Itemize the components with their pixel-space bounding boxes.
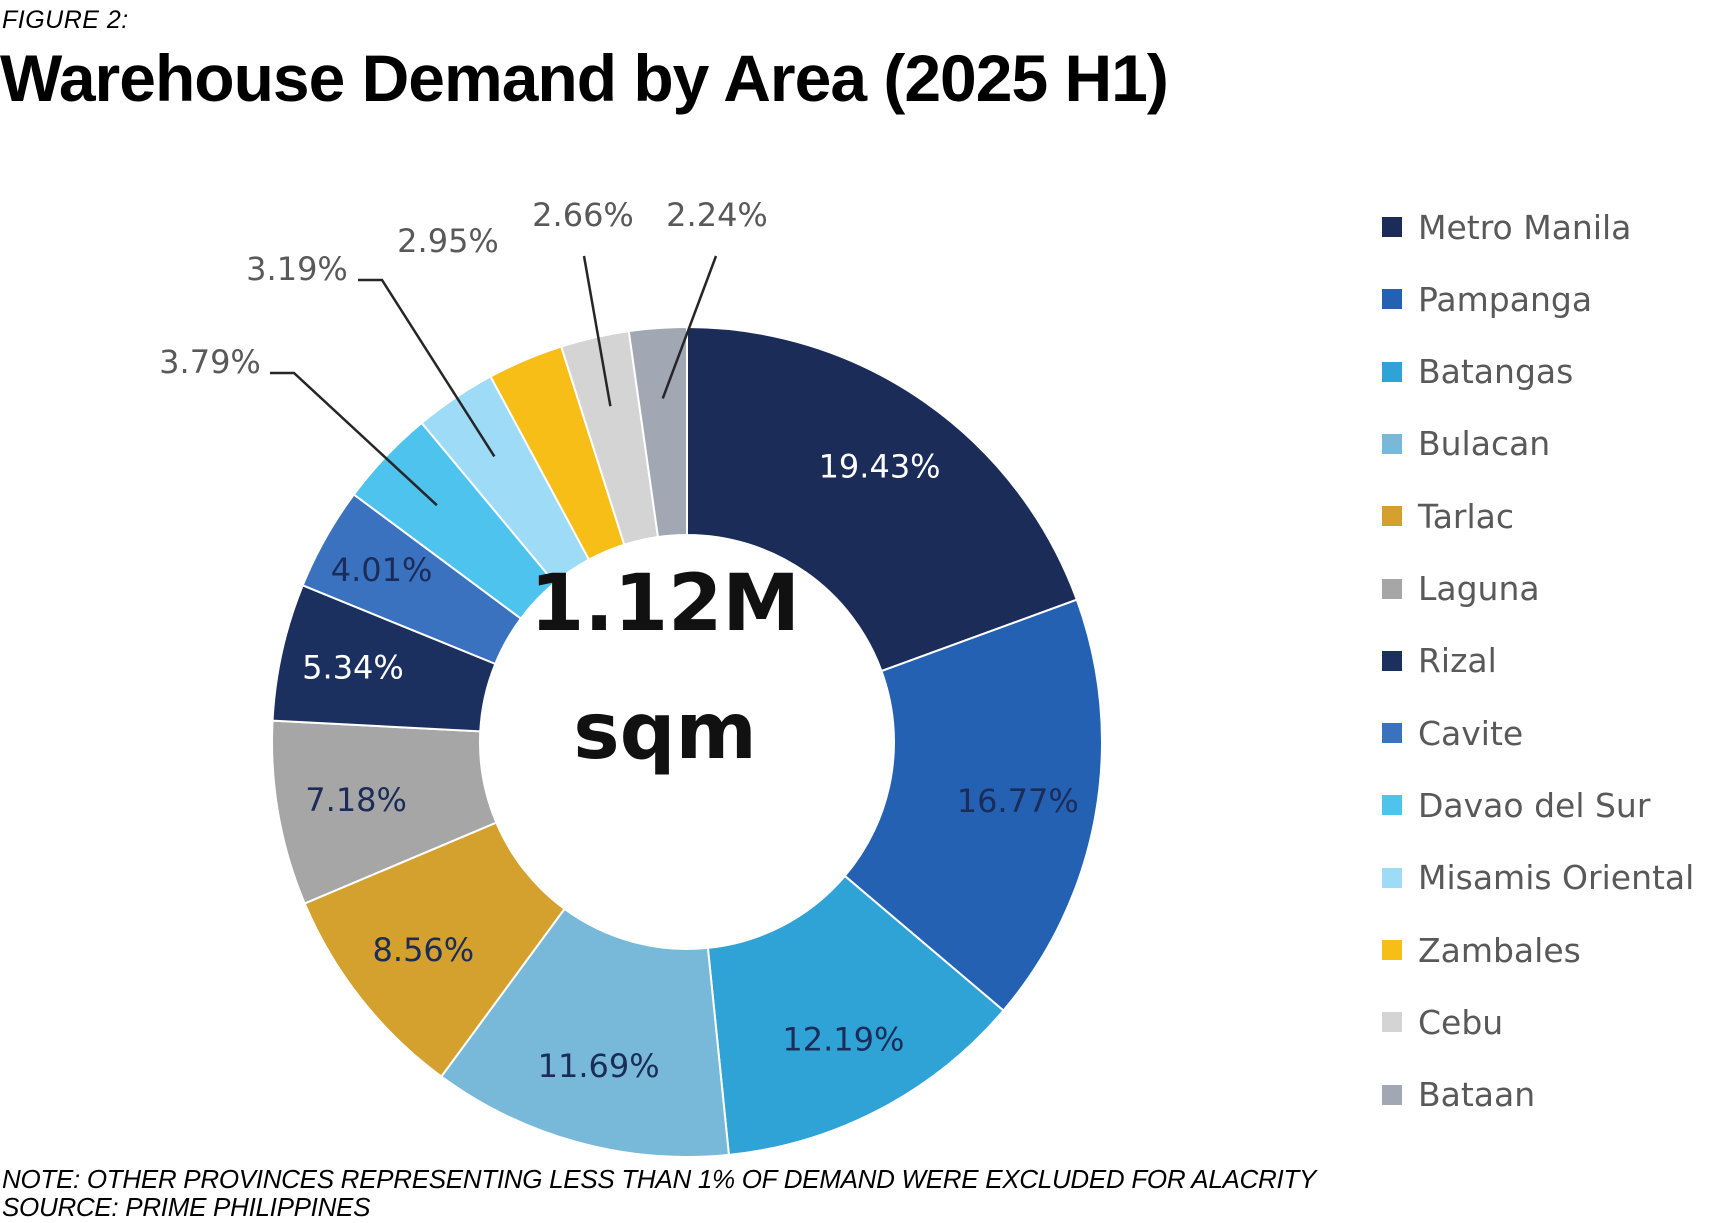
legend-swatch xyxy=(1382,795,1402,816)
slice-metro-manila xyxy=(686,325,1079,673)
legend-swatch xyxy=(1382,940,1402,960)
footnote-source: SOURCE: PRIME PHILIPPINES xyxy=(2,1192,371,1222)
slice-label-rizal: 5.34% xyxy=(302,649,404,687)
legend-label: Rizal xyxy=(1418,641,1497,681)
leader-line-cebu xyxy=(582,255,612,407)
legend-swatch xyxy=(1382,506,1402,527)
legend-label: Cebu xyxy=(1418,1002,1504,1042)
figure-label: FIGURE 2: xyxy=(2,6,129,34)
legend-swatch xyxy=(1382,361,1402,382)
slice-label-bulacan: 11.69% xyxy=(538,1047,660,1085)
legend-label: Bataan xyxy=(1418,1075,1536,1115)
legend-label: Davao del Sur xyxy=(1418,785,1651,825)
slice-label-metro-manila: 19.43% xyxy=(819,448,941,486)
slice-pampanga xyxy=(843,598,1103,1012)
slice-label-tarlac: 8.56% xyxy=(373,931,475,969)
legend-label: Laguna xyxy=(1418,569,1540,608)
legend-item-bulacan: Bulacan xyxy=(1382,424,1550,463)
legend-item-rizal: Rizal xyxy=(1382,641,1497,680)
slice-bataan xyxy=(627,325,688,539)
slices-group xyxy=(271,325,1103,1158)
legend-label: Batangas xyxy=(1418,352,1574,392)
legend-label: Zambales xyxy=(1418,930,1581,970)
legend-swatch xyxy=(1382,433,1402,454)
legend-item-metro-manila: Metro Manila xyxy=(1382,208,1631,247)
footnote-note: NOTE: OTHER PROVINCES REPRESENTING LESS … xyxy=(2,1164,1317,1194)
slice-label-misamis-oriental: 3.19% xyxy=(246,250,348,288)
legend-item-batangas: Batangas xyxy=(1382,352,1573,391)
legend-label: Bulacan xyxy=(1418,424,1551,464)
legend-swatch xyxy=(1382,723,1402,744)
leader-line-bataan xyxy=(661,255,718,399)
legend-item-laguna: Laguna xyxy=(1382,569,1540,608)
slice-label-zambales: 2.95% xyxy=(397,222,499,260)
slice-labels-group: 19.43% 16.77% 12.19% 11.69% 8.56% 7.18% 5.34% 4… xyxy=(159,196,1079,1085)
center-total-value: 1.12M xyxy=(530,559,800,649)
legend-swatch xyxy=(1382,578,1402,599)
slice-label-cebu: 2.66% xyxy=(532,196,634,234)
legend-item-bataan: Bataan xyxy=(1382,1075,1535,1114)
leader-lines-group xyxy=(270,255,718,507)
slice-batangas xyxy=(706,874,1005,1156)
legend-label: Cavite xyxy=(1418,713,1524,753)
legend-swatch xyxy=(1382,867,1402,888)
chart-title: Warehouse Demand by Area (2025 H1) xyxy=(0,41,1169,115)
legend-label: Metro Manila xyxy=(1418,207,1632,247)
legend-label: Pampanga xyxy=(1418,279,1593,319)
slice-bulacan xyxy=(439,907,731,1158)
slice-label-cavite: 4.01% xyxy=(331,551,433,589)
legend-item-cavite: Cavite xyxy=(1382,714,1523,753)
legend-swatch xyxy=(1382,650,1402,671)
legend-swatch xyxy=(1382,1084,1402,1105)
leader-line-misamis-oriental xyxy=(358,278,496,458)
legend-item-pampanga: Pampanga xyxy=(1382,280,1592,319)
legend-swatch xyxy=(1382,217,1402,237)
legend-swatch xyxy=(1382,1012,1402,1033)
legend-item-davao-del-sur: Davao del Sur xyxy=(1382,786,1650,825)
legend-item-misamis-oriental: Misamis Oriental xyxy=(1382,858,1694,897)
legend-item-zambales: Zambales xyxy=(1382,931,1581,970)
leader-line-davao-del-sur xyxy=(270,371,438,507)
legend-item-cebu: Cebu xyxy=(1382,1003,1503,1042)
slice-label-laguna: 7.18% xyxy=(305,781,407,819)
legend-label: Misamis Oriental xyxy=(1418,858,1695,898)
legend-swatch xyxy=(1382,289,1402,310)
center-total-unit: sqm xyxy=(573,687,757,777)
legend-item-tarlac: Tarlac xyxy=(1382,497,1514,536)
slice-label-batangas: 12.19% xyxy=(782,1020,904,1058)
slice-label-pampanga: 16.77% xyxy=(957,782,1079,820)
legend-label: Tarlac xyxy=(1418,496,1515,536)
slice-label-bataan: 2.24% xyxy=(666,196,768,234)
slice-label-davao-del-sur: 3.79% xyxy=(159,343,261,381)
